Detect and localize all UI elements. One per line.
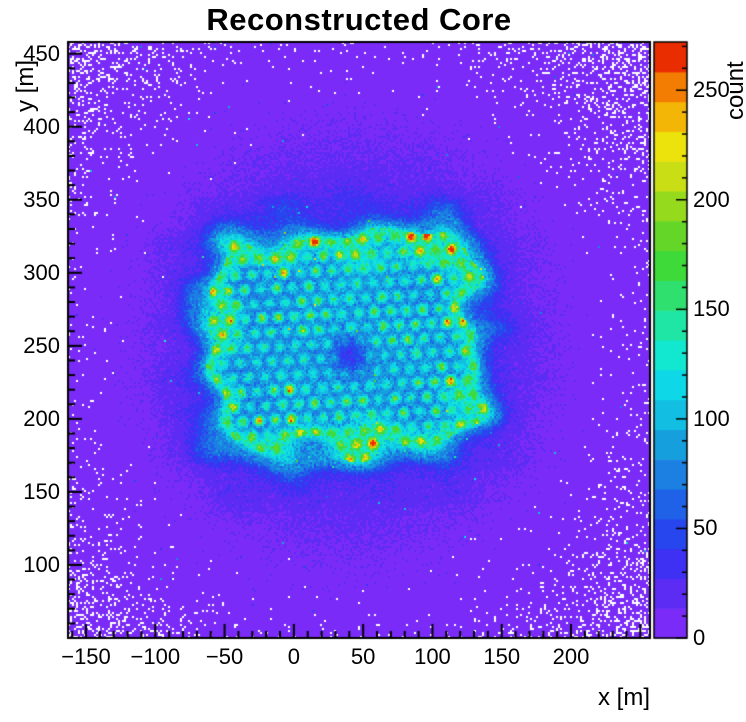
- y-tick-label: 400: [23, 113, 60, 139]
- x-tick-label: −100: [130, 644, 181, 669]
- y-axis-title: y [m]: [12, 60, 39, 112]
- chart-title: Reconstructed Core: [206, 2, 512, 37]
- y-tick-label: 150: [23, 478, 60, 504]
- x-tick-label: 50: [350, 644, 376, 669]
- colorbar-tick-label: 100: [693, 405, 730, 431]
- x-axis-title: x [m]: [598, 684, 650, 711]
- x-tick-label: −50: [205, 644, 244, 669]
- y-tick-label: 100: [23, 551, 60, 577]
- x-tick-label: −150: [61, 644, 111, 669]
- y-tick-label: 250: [23, 332, 60, 358]
- x-tick-label: 0: [287, 644, 300, 669]
- colorbar-tick-label: 0: [693, 625, 706, 650]
- colorbar-tick-label: 250: [693, 77, 730, 103]
- y-tick-label: 200: [23, 405, 60, 431]
- colorbar-tick-label: 150: [693, 296, 730, 322]
- x-tick-label: 100: [414, 644, 451, 669]
- colorbar-tick-label: 200: [693, 186, 730, 212]
- y-tick-label: 300: [23, 259, 60, 285]
- y-tick-label: 350: [23, 186, 60, 212]
- y-tick-label: 450: [23, 40, 60, 66]
- x-tick-label: 150: [483, 644, 521, 669]
- colorbar-tick-label: 50: [693, 515, 718, 541]
- x-tick-label: 200: [552, 644, 590, 669]
